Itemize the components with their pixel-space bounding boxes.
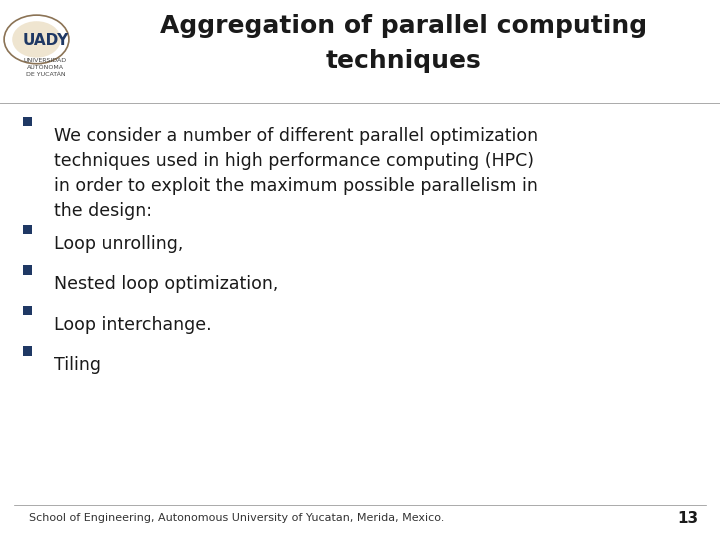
- Bar: [23, 225, 32, 234]
- Circle shape: [12, 21, 60, 58]
- Text: School of Engineering, Autonomous University of Yucatan, Merida, Mexico.: School of Engineering, Autonomous Univer…: [29, 514, 444, 523]
- Bar: [23, 265, 32, 275]
- Text: Aggregation of parallel computing: Aggregation of parallel computing: [160, 14, 647, 38]
- Text: UNIVERSIDAD
AUTÓNOMA
DE YUCATÁN: UNIVERSIDAD AUTÓNOMA DE YUCATÁN: [24, 58, 67, 77]
- Text: UADY: UADY: [22, 33, 68, 48]
- Text: Tiling: Tiling: [54, 356, 101, 374]
- Text: Loop unrolling,: Loop unrolling,: [54, 235, 184, 253]
- Bar: [23, 306, 32, 315]
- Text: 13: 13: [678, 511, 698, 526]
- Text: techniques: techniques: [325, 49, 481, 73]
- Bar: [23, 346, 32, 356]
- Text: Loop interchange.: Loop interchange.: [54, 316, 212, 334]
- Text: We consider a number of different parallel optimization
techniques used in high : We consider a number of different parall…: [54, 127, 538, 220]
- Text: Nested loop optimization,: Nested loop optimization,: [54, 275, 279, 293]
- Bar: [23, 117, 32, 126]
